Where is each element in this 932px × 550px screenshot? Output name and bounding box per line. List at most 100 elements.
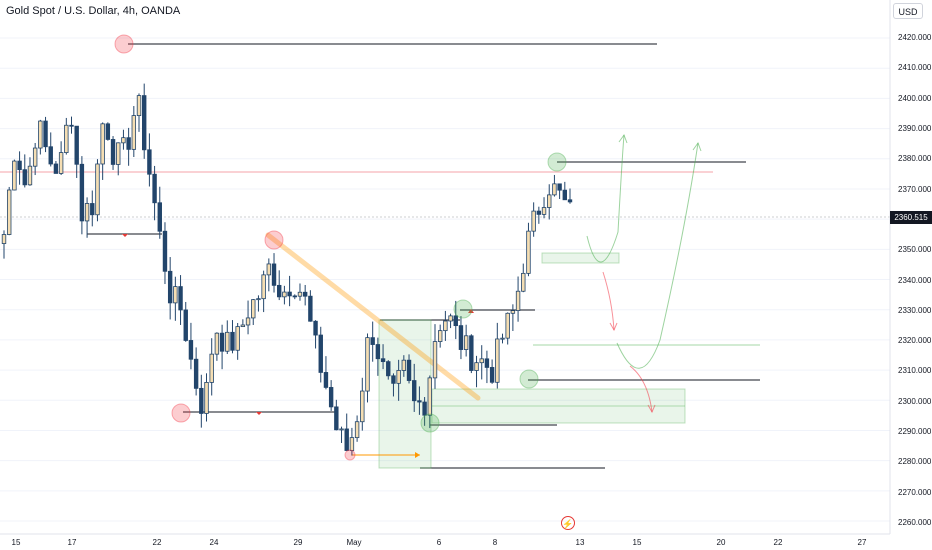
candle-body	[131, 115, 137, 150]
candle-body	[339, 428, 344, 431]
candle-body	[453, 315, 458, 327]
price-tick: 2290.000	[898, 427, 932, 436]
candle-body	[22, 169, 27, 186]
price-tick: 2350.000	[898, 245, 932, 254]
candle-body	[427, 377, 432, 416]
candle-body	[74, 125, 79, 165]
candle-body	[157, 202, 162, 232]
candle-body	[230, 331, 235, 351]
candle-body	[412, 380, 417, 402]
candles	[1, 83, 573, 456]
candle-body	[199, 387, 204, 414]
lightning-icon[interactable]: ⚡	[561, 516, 575, 530]
time-tick: May	[346, 538, 362, 547]
candle-body	[105, 123, 111, 140]
candle-body	[167, 270, 173, 304]
trendline[interactable]	[265, 232, 481, 401]
candle-body	[515, 290, 521, 311]
projection-bullish-path	[616, 142, 699, 369]
time-tick: 22	[152, 538, 162, 547]
candle-body	[380, 358, 386, 363]
green-swing-circle	[453, 299, 473, 319]
candle-body	[126, 137, 131, 150]
candle-body	[235, 326, 240, 351]
candle-body	[152, 173, 157, 204]
projection-bullish-path	[586, 134, 625, 263]
candle-body	[505, 312, 510, 339]
candle-body	[328, 387, 334, 408]
price-tick: 2340.000	[898, 276, 932, 285]
candle-body	[277, 284, 282, 298]
candle-body	[219, 332, 225, 352]
candle-body	[251, 299, 256, 319]
candle-body	[360, 390, 365, 423]
time-tick: 24	[209, 538, 219, 547]
candle-body	[417, 400, 422, 403]
candle-body	[334, 406, 339, 431]
time-tick: 6	[436, 538, 442, 547]
candle-body	[474, 362, 479, 371]
candle-body	[240, 324, 246, 328]
candle-body	[256, 298, 261, 301]
candle-body	[432, 341, 438, 379]
candle-body	[188, 340, 194, 360]
candle-body	[136, 95, 142, 116]
demand-zone-low[interactable]	[431, 388, 686, 424]
time-tick: 8	[492, 538, 498, 547]
candle-body	[557, 183, 562, 191]
candle-body	[458, 325, 464, 350]
candle-body	[1, 234, 7, 244]
candle-body	[12, 160, 17, 191]
candle-body	[69, 124, 74, 127]
price-tick: 2390.000	[898, 124, 932, 133]
candle-body	[121, 137, 126, 144]
candle-body	[110, 139, 116, 165]
candle-body	[370, 337, 375, 345]
candle-body	[349, 437, 355, 451]
candle-body	[344, 428, 349, 451]
chart-grid	[0, 37, 890, 522]
candle-body	[27, 165, 33, 186]
candle-body	[541, 207, 547, 215]
current-price-label: 2360.515	[890, 211, 932, 224]
candle-body	[437, 330, 443, 342]
demand-box[interactable]	[378, 319, 432, 469]
projection-bearish-path	[602, 271, 615, 331]
candle-body	[225, 331, 230, 352]
candle-body	[79, 163, 85, 222]
marker-triangle	[122, 234, 128, 237]
price-tick: 2370.000	[898, 185, 932, 194]
candle-body	[489, 367, 495, 383]
demand-zone-top[interactable]	[541, 252, 620, 264]
candle-body	[469, 335, 474, 371]
candle-body	[495, 338, 500, 383]
candle-body	[547, 194, 552, 208]
candle-body	[406, 359, 412, 381]
candle-body	[308, 295, 313, 322]
candle-body	[38, 120, 43, 149]
time-tick: 15	[632, 538, 642, 547]
candle-body	[463, 335, 469, 350]
candle-body	[162, 230, 168, 272]
candle-body	[536, 210, 542, 215]
candle-body	[266, 263, 272, 276]
candle-body	[318, 334, 323, 373]
swing-circle	[264, 230, 284, 250]
price-tick: 2320.000	[898, 336, 932, 345]
chart-title: Gold Spot / U.S. Dollar, 4h, OANDA	[6, 5, 181, 17]
time-tick: 22	[773, 538, 783, 547]
candle-body	[448, 315, 453, 322]
candle-body	[84, 203, 90, 222]
candle-body	[142, 95, 147, 151]
candle-body	[64, 124, 69, 153]
candle-body	[375, 344, 381, 360]
currency-button[interactable]: USD	[893, 3, 923, 19]
candle-body	[323, 372, 329, 388]
candle-body	[48, 146, 53, 165]
projection-arrow-head	[647, 404, 656, 414]
green-swing-circle	[519, 369, 539, 389]
marker-triangle	[256, 412, 262, 415]
time-tick: 15	[11, 538, 21, 547]
green-swing-circle	[547, 152, 567, 172]
